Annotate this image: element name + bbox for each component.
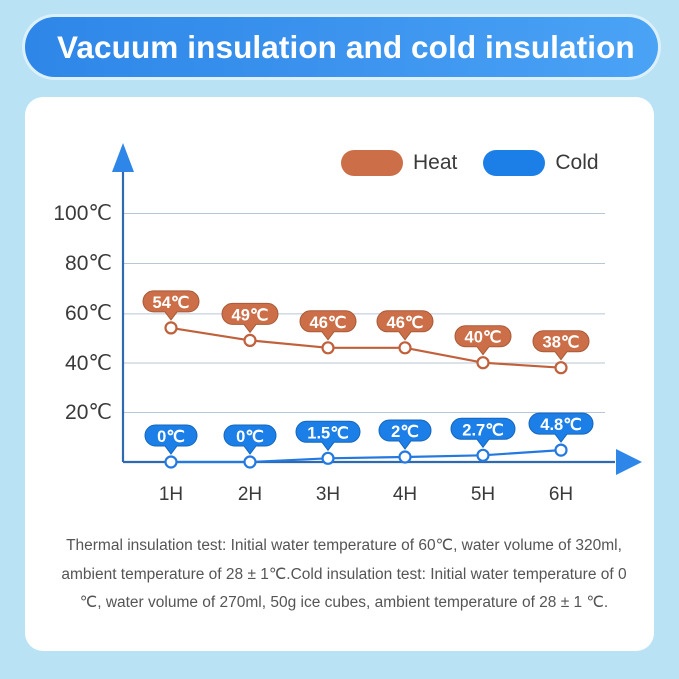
svg-text:46℃: 46℃ <box>387 314 424 332</box>
svg-text:20℃: 20℃ <box>65 401 112 424</box>
svg-text:100℃: 100℃ <box>53 202 112 225</box>
svg-text:80℃: 80℃ <box>65 252 112 275</box>
svg-text:54℃: 54℃ <box>153 294 190 312</box>
svg-text:1H: 1H <box>159 484 183 505</box>
svg-text:49℃: 49℃ <box>232 306 269 324</box>
svg-text:2.7℃: 2.7℃ <box>462 421 504 439</box>
svg-text:2H: 2H <box>238 484 262 505</box>
svg-text:6H: 6H <box>549 484 573 505</box>
svg-text:38℃: 38℃ <box>543 334 580 352</box>
svg-text:2℃: 2℃ <box>391 423 419 441</box>
svg-text:5H: 5H <box>471 484 495 505</box>
svg-text:46℃: 46℃ <box>310 314 347 332</box>
svg-text:40℃: 40℃ <box>65 352 112 375</box>
svg-text:40℃: 40℃ <box>465 329 502 347</box>
svg-text:0℃: 0℃ <box>157 428 185 446</box>
svg-text:4.8℃: 4.8℃ <box>540 416 582 434</box>
svg-text:60℃: 60℃ <box>65 302 112 325</box>
svg-text:0℃: 0℃ <box>236 428 264 446</box>
svg-text:1.5℃: 1.5℃ <box>307 424 349 442</box>
svg-text:3H: 3H <box>316 484 340 505</box>
svg-text:4H: 4H <box>393 484 417 505</box>
